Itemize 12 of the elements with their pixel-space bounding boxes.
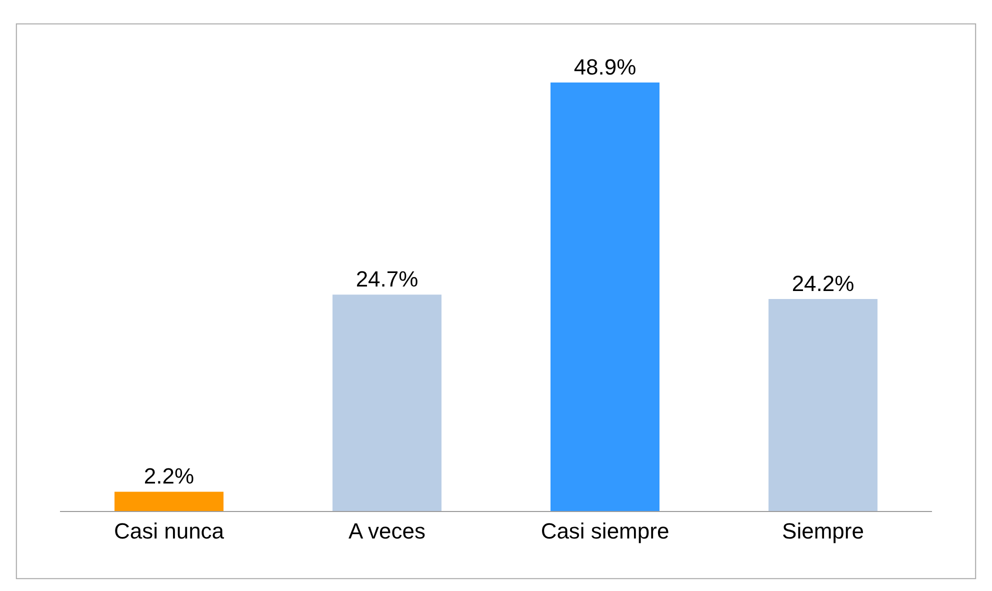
data-label: 24.7% <box>356 266 418 292</box>
bar <box>768 298 878 511</box>
x-tick-label: Casi nunca <box>114 518 225 544</box>
bar <box>550 82 660 511</box>
x-tick-label: A veces <box>348 518 426 544</box>
x-tick-label: Casi siempre <box>540 518 670 544</box>
x-tick-label: Siempre <box>782 518 864 544</box>
bar <box>114 492 224 511</box>
data-label: 24.2% <box>792 270 854 296</box>
data-label: 48.9% <box>574 54 636 80</box>
data-label: 2.2% <box>144 464 194 489</box>
bar <box>332 294 442 511</box>
